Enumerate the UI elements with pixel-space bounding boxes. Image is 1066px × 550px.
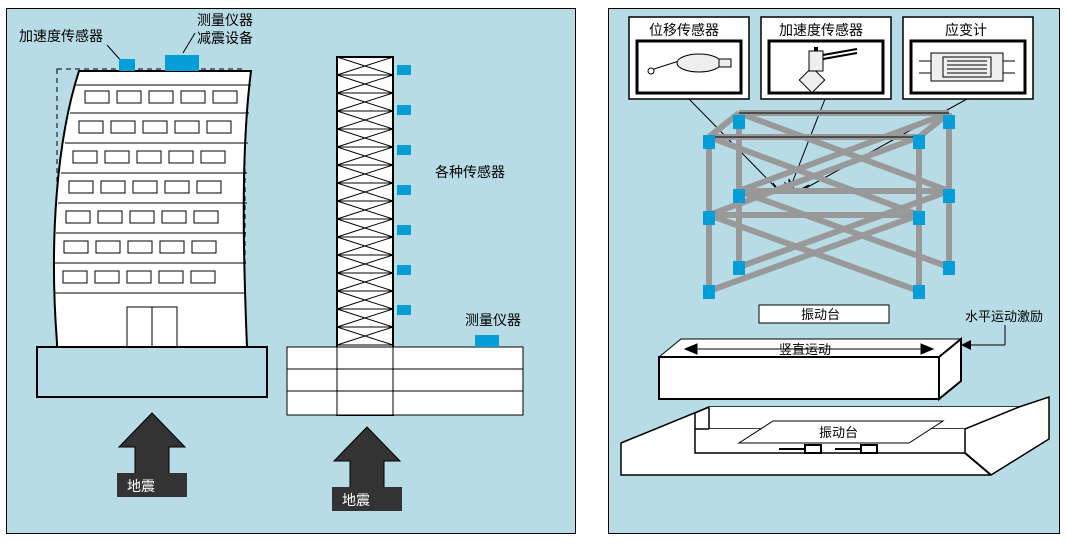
label-strain-gauge: 应变计: [945, 22, 987, 38]
label-instr1: 测量仪器: [197, 12, 253, 28]
label-vertical-motion: 竖直运动: [779, 342, 831, 357]
label-disp-sensor: 位移传感器: [649, 22, 719, 38]
label-various-sensors: 各种传感器: [435, 164, 505, 180]
label-instrument: 测量仪器: [465, 312, 521, 328]
label-horizontal-exc: 水平运动激励: [965, 309, 1043, 324]
strain-gauge-icon: [919, 53, 1015, 81]
label-accel-sensor-r: 加速度传感器: [779, 22, 863, 38]
left-panel: 加速度传感器 测量仪器 减震设备: [6, 8, 576, 534]
label-accel-sensor: 加速度传感器: [19, 28, 103, 44]
label-earthquake-left: 地震: [127, 478, 155, 494]
label-instr2: 减震设备: [197, 30, 253, 46]
label-earthquake-right: 地震: [342, 492, 370, 508]
sensor-roof-damper: [165, 55, 199, 71]
tower-sensors: [397, 65, 411, 315]
right-panel: 位移传感器 加速度传感器 应变计: [608, 8, 1060, 534]
sensor-roof-accel: [119, 59, 135, 71]
label-shake-table: 振动台: [801, 307, 840, 322]
label-pit-table: 振动台: [819, 425, 858, 440]
sensor-base-instrument: [475, 335, 499, 347]
